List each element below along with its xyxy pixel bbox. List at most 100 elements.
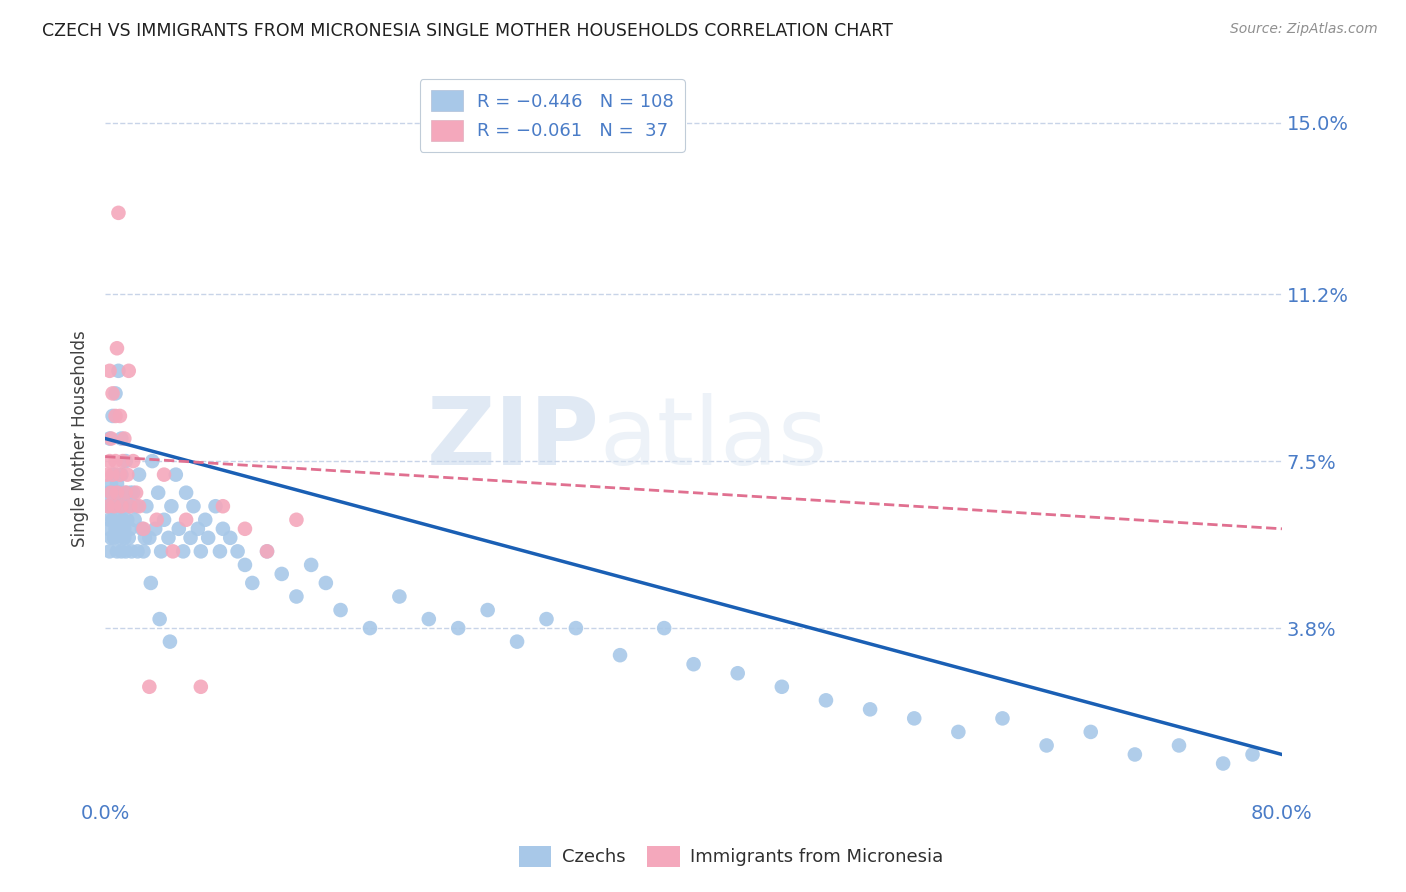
Point (183, 500, 205, 514)
Point (98, 544, 121, 558)
Point (125, 485, 148, 500)
Point (98, 454, 121, 468)
Point (112, 531, 135, 545)
Point (233, 558, 256, 572)
Point (153, 513, 176, 527)
Point (107, 364, 129, 378)
Legend: Czechs, Immigrants from Micronesia: Czechs, Immigrants from Micronesia (512, 838, 950, 874)
Point (477, 603, 499, 617)
Point (652, 621, 675, 635)
Point (132, 522, 155, 536)
Point (103, 467, 125, 482)
Point (100, 531, 122, 545)
Point (122, 454, 145, 468)
Point (948, 725, 970, 739)
Point (197, 531, 219, 545)
Point (108, 409, 131, 423)
Point (180, 531, 202, 545)
Point (112, 432, 135, 446)
Point (105, 544, 128, 558)
Point (174, 485, 197, 500)
Point (98, 432, 121, 446)
Point (135, 500, 157, 514)
Point (104, 522, 127, 536)
Point (100, 485, 122, 500)
Point (103, 500, 125, 514)
Point (1123, 747, 1146, 762)
Point (212, 522, 235, 536)
Point (770, 680, 793, 694)
Point (101, 409, 124, 423)
Point (190, 680, 212, 694)
Point (159, 634, 181, 648)
Point (104, 409, 127, 423)
Point (138, 680, 160, 694)
Point (128, 500, 150, 514)
Point (447, 621, 470, 635)
Point (204, 500, 226, 514)
Point (157, 531, 180, 545)
Point (153, 467, 176, 482)
Point (111, 500, 134, 514)
Point (124, 513, 146, 527)
Point (256, 544, 278, 558)
Point (506, 634, 529, 648)
Text: Source: ZipAtlas.com: Source: ZipAtlas.com (1230, 22, 1378, 37)
Point (138, 531, 160, 545)
Point (107, 500, 129, 514)
Point (108, 531, 131, 545)
Point (146, 485, 169, 500)
Point (226, 544, 249, 558)
Point (105, 341, 128, 355)
Point (98, 513, 121, 527)
Point (388, 590, 411, 604)
Point (536, 612, 558, 626)
Point (1241, 747, 1264, 762)
Point (682, 657, 704, 672)
Point (118, 531, 141, 545)
Point (134, 531, 156, 545)
Point (114, 485, 136, 500)
Point (1080, 725, 1102, 739)
Point (127, 544, 149, 558)
Point (285, 590, 308, 604)
Point (132, 544, 155, 558)
Point (104, 386, 127, 401)
Point (359, 621, 381, 635)
Point (111, 513, 134, 527)
Point (141, 454, 163, 468)
Point (256, 544, 278, 558)
Point (160, 500, 183, 514)
Point (118, 364, 141, 378)
Point (120, 485, 142, 500)
Point (97, 522, 120, 536)
Point (150, 544, 173, 558)
Point (212, 500, 235, 514)
Point (110, 544, 132, 558)
Point (108, 485, 131, 500)
Point (859, 702, 882, 716)
Point (121, 544, 143, 558)
Point (110, 500, 132, 514)
Point (727, 666, 749, 681)
Point (1035, 739, 1057, 753)
Point (145, 513, 167, 527)
Point (122, 485, 145, 500)
Point (165, 467, 187, 482)
Point (101, 513, 124, 527)
Point (174, 513, 197, 527)
Point (96, 467, 118, 482)
Point (117, 467, 139, 482)
Point (104, 485, 127, 500)
Point (114, 544, 136, 558)
Point (120, 522, 142, 536)
Point (96, 500, 118, 514)
Point (128, 467, 150, 482)
Point (101, 467, 124, 482)
Point (565, 621, 588, 635)
Point (219, 531, 242, 545)
Point (112, 522, 135, 536)
Point (117, 513, 139, 527)
Point (240, 576, 263, 591)
Point (270, 566, 292, 581)
